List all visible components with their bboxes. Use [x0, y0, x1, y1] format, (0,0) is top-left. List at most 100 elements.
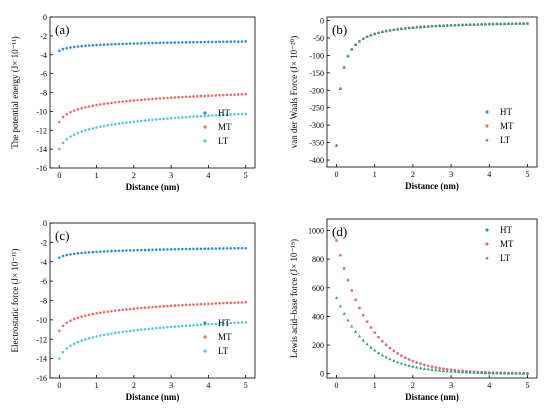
- data-point: [384, 343, 388, 347]
- data-point: [125, 42, 128, 46]
- data-point: [72, 252, 76, 256]
- data-point: [210, 94, 214, 97]
- y-tick-label: 0: [43, 13, 47, 22]
- data-point: [346, 54, 350, 58]
- data-point: [214, 322, 218, 326]
- data-point: [125, 99, 128, 103]
- data-point: [525, 371, 530, 375]
- y-tick-label: -4: [40, 51, 47, 60]
- data-point: [58, 357, 61, 360]
- data-point: [236, 93, 240, 96]
- data-point: [411, 364, 415, 368]
- data-point: [65, 321, 69, 325]
- data-point: [476, 22, 480, 26]
- data-point: [106, 249, 110, 253]
- data-point: [430, 365, 434, 368]
- data-point: [84, 105, 87, 109]
- y-tick-label: -14: [36, 355, 47, 364]
- data-point: [464, 370, 468, 374]
- data-point: [457, 370, 461, 374]
- series-LT: [58, 112, 247, 151]
- data-point: [354, 298, 357, 302]
- data-point: [426, 367, 430, 371]
- data-point: [442, 367, 445, 371]
- chart-panel-1: 0 1 2 3 4 5 -16 -14 -12 -10 -8 -6 -4 -2 0 Distance (nm)…: [10, 13, 256, 192]
- data-point: [95, 43, 98, 47]
- data-point: [173, 41, 177, 44]
- data-point: [65, 347, 69, 350]
- panel-label: (a): [55, 22, 69, 37]
- data-point: [411, 359, 415, 363]
- data-point: [225, 40, 229, 44]
- data-point: [192, 247, 195, 251]
- data-point: [65, 253, 69, 257]
- data-point: [346, 278, 350, 282]
- legend-marker: [485, 242, 489, 246]
- data-point: [106, 310, 110, 313]
- data-point: [438, 368, 442, 372]
- data-point: [384, 355, 388, 359]
- data-point: [140, 98, 143, 102]
- data-point: [121, 100, 124, 103]
- data-point: [214, 302, 218, 305]
- data-point: [184, 95, 188, 99]
- data-point: [350, 47, 354, 51]
- data-point: [91, 104, 95, 108]
- data-point: [195, 115, 199, 118]
- data-point: [102, 102, 106, 106]
- data-point: [162, 326, 165, 329]
- series-HT: [58, 40, 247, 53]
- data-point: [84, 44, 87, 48]
- data-point: [147, 327, 151, 331]
- panel-label: (c): [55, 228, 69, 243]
- x-tick-label: 3: [449, 170, 453, 179]
- data-point: [430, 367, 434, 371]
- data-point: [369, 326, 373, 329]
- data-point: [510, 21, 514, 25]
- data-point: [472, 22, 476, 26]
- data-point: [154, 248, 158, 251]
- x-tick-label: 1: [373, 381, 377, 390]
- data-point: [143, 248, 147, 252]
- data-point: [468, 370, 472, 374]
- data-point: [369, 33, 373, 37]
- legend-marker: [485, 110, 489, 114]
- y-axis-label: Lewis acid–base force (J× 10⁻¹⁹): [289, 239, 299, 358]
- data-point: [65, 137, 69, 141]
- data-point: [476, 371, 480, 374]
- y-tick-label: 0: [320, 370, 324, 379]
- data-point: [376, 31, 381, 34]
- data-point: [58, 256, 61, 259]
- data-point: [177, 304, 180, 307]
- data-point: [181, 116, 184, 119]
- data-point: [388, 357, 392, 361]
- data-point: [76, 45, 80, 48]
- data-point: [415, 361, 419, 364]
- data-point: [222, 301, 225, 305]
- data-point: [236, 301, 240, 304]
- data-point: [58, 147, 61, 151]
- data-point: [188, 303, 192, 307]
- data-point: [377, 335, 380, 339]
- data-point: [229, 321, 233, 325]
- data-point: [80, 251, 83, 255]
- data-point: [117, 122, 121, 125]
- data-point: [154, 326, 158, 330]
- x-tick-label: 3: [449, 381, 453, 390]
- data-point: [240, 40, 244, 43]
- data-point: [188, 247, 192, 251]
- data-point: [441, 23, 446, 27]
- x-tick-label: 1: [95, 171, 99, 180]
- data-point: [214, 113, 218, 117]
- data-point: [354, 42, 358, 46]
- legend-label: LT: [218, 136, 229, 146]
- x-axis-label: Distance (nm): [405, 392, 459, 402]
- data-point: [188, 40, 192, 44]
- data-point: [132, 248, 136, 252]
- y-tick-label: 1000: [308, 226, 324, 235]
- data-point: [203, 94, 206, 98]
- data-point: [177, 95, 180, 99]
- data-point: [162, 96, 165, 100]
- x-tick-label: 0: [57, 171, 61, 180]
- data-point: [222, 40, 225, 44]
